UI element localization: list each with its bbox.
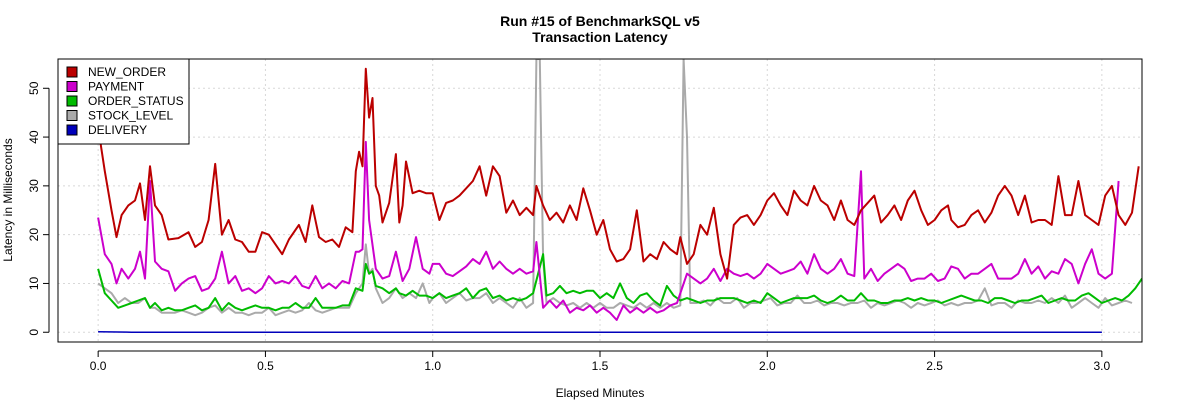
y-tick-label: 40 (27, 130, 41, 144)
chart-title: Run #15 of BenchmarkSQL v5 (500, 13, 700, 29)
x-tick-label: 0.5 (257, 359, 274, 373)
chart-subtitle: Transaction Latency (532, 29, 668, 45)
legend-swatch (66, 81, 78, 92)
y-tick-label: 10 (27, 276, 41, 290)
y-tick-label: 20 (27, 228, 41, 242)
legend-swatch (66, 95, 78, 107)
y-tick-label: 50 (27, 81, 41, 95)
legend-box (57, 58, 190, 145)
y-tick-label: 0 (27, 329, 41, 336)
x-tick-label: 3.0 (1094, 359, 1111, 373)
legend-swatch (66, 110, 78, 121)
legend-label: DELIVERY (88, 123, 147, 137)
legend-label: ORDER_STATUS (88, 94, 184, 108)
x-tick-label: 1.0 (424, 359, 441, 373)
series-line-stock-level (97, 59, 1133, 317)
plot-frame (57, 58, 1143, 343)
legend-swatch (66, 66, 78, 78)
legend-swatch (66, 124, 78, 136)
x-tick-label: 0.0 (90, 359, 107, 373)
series-line-new-order (97, 67, 1140, 280)
x-tick-label: 1.5 (592, 359, 609, 373)
series-line-payment (97, 140, 1120, 321)
series-lines (97, 59, 1142, 333)
legend: NEW_ORDERPAYMENTORDER_STATUSSTOCK_LEVELD… (57, 58, 190, 145)
x-axis-label: Elapsed Minutes (556, 386, 645, 400)
y-tick-label: 30 (27, 179, 41, 193)
legend-label: NEW_ORDER (88, 65, 166, 79)
y-axis-label: Latency in Milliseconds (1, 138, 15, 261)
x-tick-label: 2.5 (926, 359, 943, 373)
legend-label: STOCK_LEVEL (88, 109, 173, 123)
x-tick-label: 2.0 (759, 359, 776, 373)
y-axis: 0 10 20 30 40 50 (27, 81, 50, 336)
legend-label: PAYMENT (88, 80, 145, 94)
series-line-order-status (97, 253, 1142, 312)
x-axis: 0.0 0.5 1.0 1.5 2.0 2.5 3.0 (90, 350, 1111, 373)
